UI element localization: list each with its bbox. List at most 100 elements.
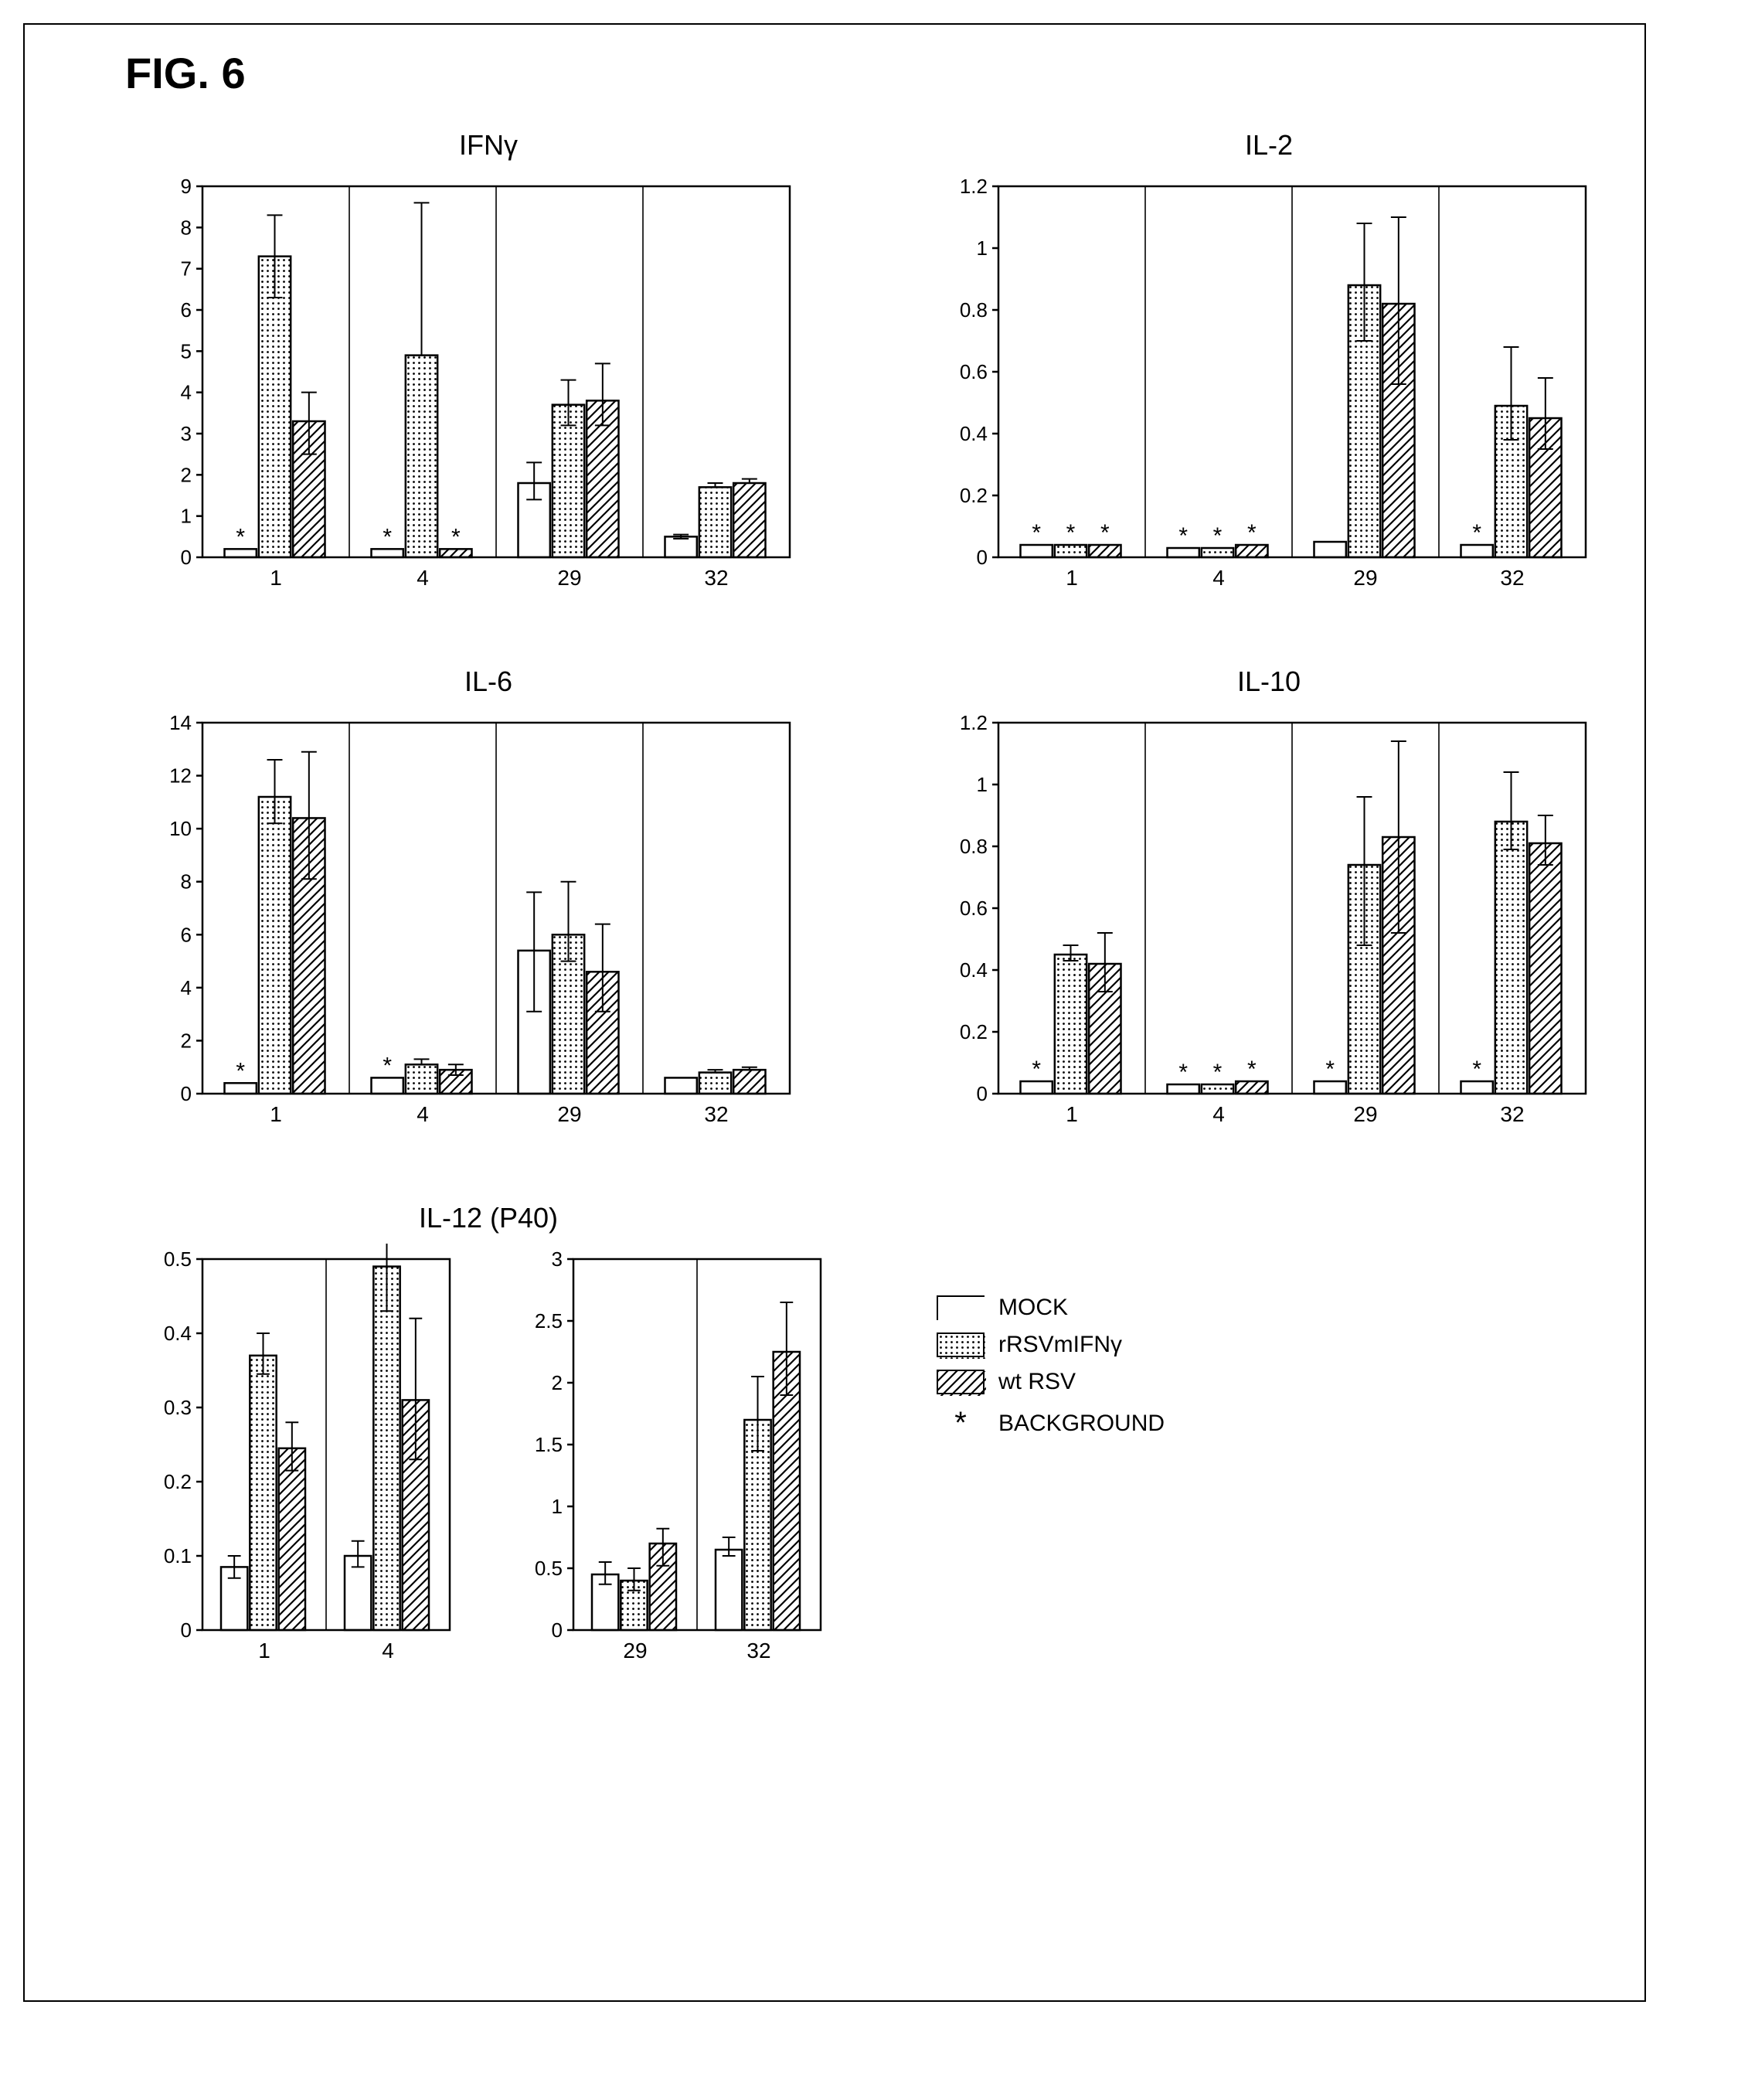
svg-text:*: * (1213, 523, 1223, 549)
svg-text:29: 29 (1353, 566, 1377, 590)
chart-svg-slot: 00.20.40.60.811.2***1***429*32 (937, 171, 1601, 604)
legend-item-rrsv: rRSVmIFNγ (937, 1332, 1601, 1358)
chart-title: IL-6 (141, 665, 836, 699)
svg-text:0.1: 0.1 (164, 1544, 192, 1567)
svg-text:*: * (1066, 520, 1076, 546)
svg-text:29: 29 (557, 1102, 581, 1126)
svg-text:3: 3 (181, 422, 192, 445)
svg-text:*: * (1213, 1060, 1223, 1085)
svg-text:0.6: 0.6 (960, 360, 988, 383)
svg-text:0.4: 0.4 (960, 958, 988, 982)
svg-text:1.2: 1.2 (960, 711, 988, 734)
svg-text:1.5: 1.5 (535, 1433, 563, 1456)
svg-text:*: * (1247, 520, 1257, 546)
svg-text:*: * (1472, 520, 1481, 546)
svg-text:29: 29 (1353, 1102, 1377, 1126)
legend: MOCK rRSVmIFNγ wt RSV (937, 1295, 1601, 1441)
svg-text:1: 1 (552, 1495, 563, 1518)
svg-text:4: 4 (382, 1639, 394, 1663)
svg-text:1: 1 (977, 773, 988, 796)
swatch-mock (937, 1295, 985, 1320)
chart-il10: IL-10 00.20.40.60.811.2*1***4*29*32 (937, 665, 1601, 1140)
svg-text:29: 29 (623, 1639, 647, 1663)
svg-text:2: 2 (552, 1371, 563, 1394)
chart-grid: IFNγ 0123456789*1**42932 IL-2 00.20.40.6… (56, 114, 1614, 1676)
svg-text:12: 12 (169, 764, 192, 788)
star-icon: * (937, 1406, 985, 1441)
svg-text:*: * (1247, 1057, 1257, 1082)
chart-ifng: IFNγ 0123456789*1**42932 (141, 129, 836, 604)
svg-text:0.5: 0.5 (164, 1247, 192, 1271)
svg-text:7: 7 (181, 257, 192, 281)
svg-text:1.2: 1.2 (960, 175, 988, 198)
svg-text:6: 6 (181, 298, 192, 322)
svg-text:0: 0 (977, 1082, 988, 1105)
svg-text:*: * (1100, 520, 1110, 546)
svg-text:0.4: 0.4 (960, 422, 988, 445)
legend-item-wt: wt RSV (937, 1369, 1601, 1395)
svg-text:0: 0 (977, 546, 988, 569)
svg-text:0.2: 0.2 (960, 1020, 988, 1043)
chart-il12-row: IL-12 (P40) 00.10.20.30.40.514 00.511.52… (141, 1202, 836, 1676)
svg-text:*: * (236, 524, 245, 550)
svg-text:0.3: 0.3 (164, 1396, 192, 1419)
legend-item-background: * BACKGROUND (937, 1406, 1601, 1441)
svg-text:1: 1 (258, 1639, 270, 1663)
svg-text:1: 1 (181, 505, 192, 528)
svg-text:0: 0 (552, 1618, 563, 1642)
svg-text:5: 5 (181, 339, 192, 362)
svg-text:*: * (1178, 1060, 1188, 1085)
svg-text:4: 4 (181, 381, 192, 404)
svg-text:0: 0 (181, 1082, 192, 1105)
svg-text:*: * (1032, 520, 1041, 546)
svg-text:10: 10 (169, 817, 192, 840)
svg-text:1: 1 (1066, 566, 1078, 590)
chart-svg-slot: 00.20.40.60.811.2*1***4*29*32 (937, 707, 1601, 1140)
chart-svg-slot: 00.511.522.532932 (512, 1244, 836, 1676)
svg-text:4: 4 (1212, 1102, 1225, 1126)
legend-item-mock: MOCK (937, 1295, 1601, 1321)
svg-text:*: * (1032, 1057, 1041, 1082)
chart-il6: IL-6 02468101214*1*42932 (141, 665, 836, 1140)
svg-text:*: * (1178, 523, 1188, 549)
chart-title: IL-2 (937, 129, 1601, 163)
svg-text:1: 1 (270, 566, 282, 590)
figure-label: FIG. 6 (125, 48, 1614, 98)
svg-text:1: 1 (270, 1102, 282, 1126)
legend-label: wt RSV (998, 1369, 1076, 1395)
svg-text:2.5: 2.5 (535, 1309, 563, 1332)
svg-text:32: 32 (1500, 566, 1524, 590)
svg-text:0: 0 (181, 546, 192, 569)
chart-title: IL-12 (P40) (141, 1202, 836, 1236)
svg-text:32: 32 (704, 566, 728, 590)
svg-text:0.4: 0.4 (164, 1322, 192, 1345)
legend-label: MOCK (998, 1295, 1068, 1321)
svg-text:0.8: 0.8 (960, 298, 988, 322)
svg-text:0: 0 (181, 1618, 192, 1642)
svg-text:4: 4 (417, 566, 429, 590)
svg-text:2: 2 (181, 1029, 192, 1052)
svg-text:*: * (1325, 1057, 1335, 1082)
chart-svg-slot: 0123456789*1**42932 (141, 171, 836, 604)
figure-page: FIG. 6 IFNγ 0123456789*1**42932 IL-2 00.… (23, 23, 1646, 2002)
svg-text:1: 1 (1066, 1102, 1078, 1126)
svg-text:4: 4 (417, 1102, 429, 1126)
svg-text:14: 14 (169, 711, 192, 734)
svg-text:8: 8 (181, 216, 192, 239)
svg-text:*: * (383, 1053, 392, 1078)
chart-svg-slot: 02468101214*1*42932 (141, 707, 836, 1140)
svg-text:0.2: 0.2 (164, 1470, 192, 1493)
svg-text:0.6: 0.6 (960, 897, 988, 920)
svg-text:8: 8 (181, 870, 192, 893)
chart-il2: IL-2 00.20.40.60.811.2***1***429*32 (937, 129, 1601, 604)
legend-cell: MOCK rRSVmIFNγ wt RSV (937, 1202, 1601, 1676)
swatch-wt (937, 1370, 985, 1394)
svg-text:32: 32 (746, 1639, 770, 1663)
svg-text:1: 1 (977, 237, 988, 260)
chart-title: IFNγ (141, 129, 836, 163)
svg-text:*: * (1472, 1057, 1481, 1082)
legend-label: BACKGROUND (998, 1411, 1165, 1437)
svg-text:*: * (451, 524, 461, 550)
svg-text:29: 29 (557, 566, 581, 590)
svg-text:9: 9 (181, 175, 192, 198)
